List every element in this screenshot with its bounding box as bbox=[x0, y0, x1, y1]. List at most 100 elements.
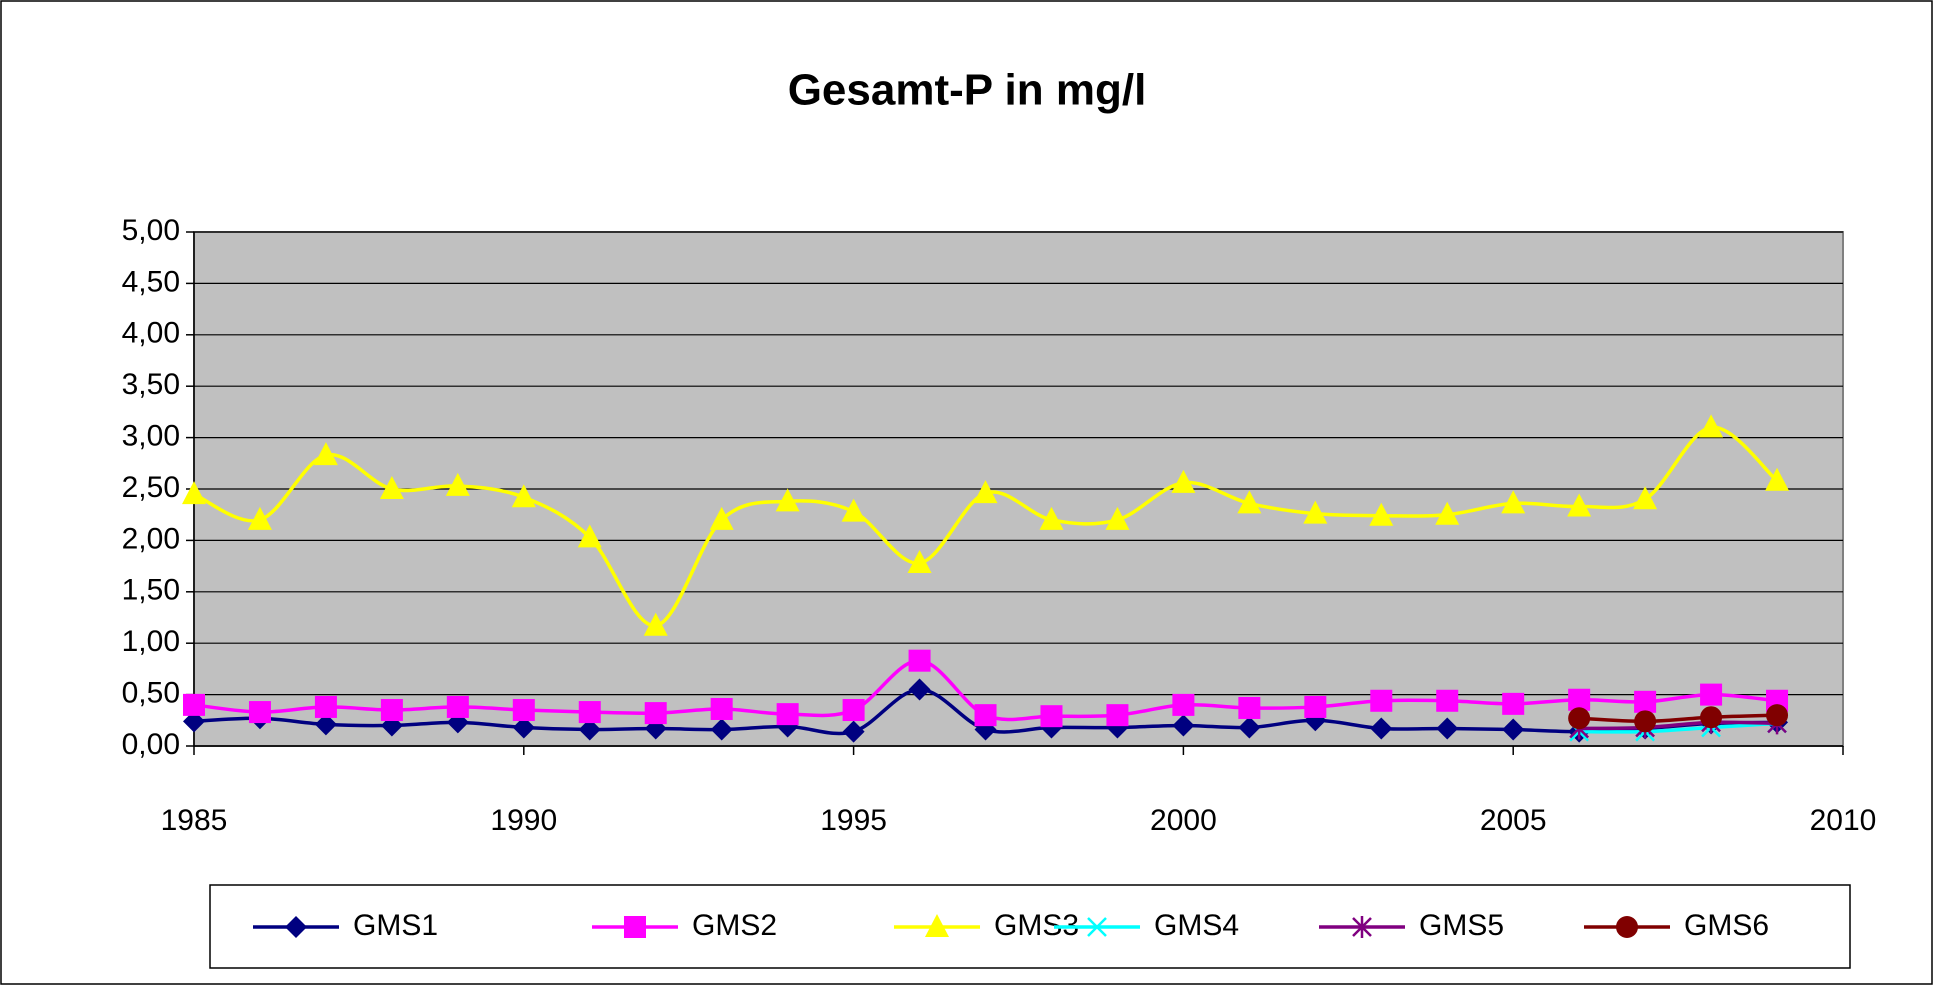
legend-label: GMS1 bbox=[353, 909, 438, 942]
marker bbox=[1172, 714, 1195, 737]
marker bbox=[445, 472, 470, 496]
marker bbox=[1568, 707, 1591, 730]
marker bbox=[842, 720, 865, 743]
legend-marker bbox=[624, 916, 646, 938]
marker bbox=[1369, 502, 1394, 526]
legend-entry: GMS6 bbox=[1584, 909, 1769, 942]
y-tick-label: 2,50 bbox=[122, 471, 180, 504]
y-tick-label: 5,00 bbox=[122, 214, 180, 247]
y-tick-label: 2,00 bbox=[122, 522, 180, 555]
marker bbox=[1238, 696, 1261, 719]
legend-marker bbox=[1616, 916, 1638, 938]
marker bbox=[247, 506, 272, 530]
legend-box bbox=[209, 884, 1851, 969]
marker bbox=[512, 716, 535, 739]
chart-title: Gesamt-P in mg/l bbox=[788, 66, 1147, 115]
marker bbox=[1567, 493, 1592, 517]
legend-label: GMS6 bbox=[1684, 909, 1769, 942]
marker bbox=[1436, 689, 1459, 712]
marker bbox=[1633, 486, 1658, 510]
series-line bbox=[1579, 720, 1778, 731]
marker bbox=[1040, 705, 1063, 728]
marker bbox=[1370, 717, 1393, 740]
marker bbox=[313, 442, 338, 466]
legend-entry: GMS5 bbox=[1319, 909, 1504, 942]
marker bbox=[643, 612, 668, 636]
marker bbox=[1370, 689, 1393, 712]
marker bbox=[1171, 469, 1196, 493]
marker bbox=[710, 718, 733, 741]
y-tick-label: 3,50 bbox=[122, 368, 180, 401]
marker bbox=[1172, 693, 1195, 716]
series-line bbox=[1579, 713, 1778, 724]
marker bbox=[1106, 704, 1129, 727]
marker bbox=[841, 498, 866, 522]
marker bbox=[710, 697, 733, 720]
marker bbox=[1699, 414, 1724, 438]
y-tick-label: 3,00 bbox=[122, 420, 180, 453]
legend-marker bbox=[1087, 917, 1107, 937]
marker bbox=[1568, 688, 1591, 711]
y-tick-label: 4,00 bbox=[122, 317, 180, 350]
marker bbox=[578, 701, 601, 724]
marker bbox=[379, 476, 404, 499]
x-tick-label: 2000 bbox=[1150, 804, 1217, 837]
marker bbox=[512, 699, 535, 722]
marker bbox=[380, 699, 403, 722]
marker bbox=[973, 480, 998, 504]
x-tick-label: 2005 bbox=[1480, 804, 1547, 837]
marker bbox=[1501, 490, 1526, 514]
marker bbox=[1502, 718, 1525, 741]
legend-marker bbox=[285, 916, 307, 938]
series bbox=[182, 414, 1790, 636]
marker bbox=[578, 718, 601, 741]
marker bbox=[1502, 692, 1525, 715]
marker bbox=[248, 701, 271, 724]
marker bbox=[1303, 500, 1328, 524]
y-tick-label: 4,50 bbox=[122, 265, 180, 298]
x-tick-label: 2010 bbox=[1810, 804, 1877, 837]
x-tick-label: 1990 bbox=[490, 804, 557, 837]
marker bbox=[1304, 695, 1327, 718]
marker bbox=[1700, 683, 1723, 706]
marker bbox=[1435, 501, 1460, 525]
marker bbox=[776, 703, 799, 726]
marker bbox=[1634, 710, 1657, 733]
marker bbox=[908, 649, 931, 672]
legend-marker bbox=[1352, 916, 1372, 938]
x-tick-label: 1985 bbox=[161, 804, 228, 837]
y-tick-label: 1,00 bbox=[122, 625, 180, 658]
marker bbox=[709, 506, 734, 530]
marker bbox=[1766, 704, 1789, 727]
marker bbox=[511, 484, 536, 508]
marker bbox=[1039, 506, 1064, 530]
series-line bbox=[1579, 721, 1778, 734]
marker bbox=[314, 695, 337, 718]
y-tick-label: 0,50 bbox=[122, 677, 180, 710]
y-tick-label: 1,50 bbox=[122, 574, 180, 607]
legend-label: GMS5 bbox=[1419, 909, 1504, 942]
series bbox=[1568, 704, 1789, 733]
marker bbox=[644, 702, 667, 725]
legend-entry: GMS1 bbox=[253, 909, 438, 942]
marker bbox=[1700, 706, 1723, 729]
legend-label: GMS2 bbox=[692, 909, 777, 942]
marker bbox=[577, 524, 602, 548]
marker bbox=[1436, 717, 1459, 740]
marker bbox=[842, 699, 865, 722]
marker bbox=[446, 695, 469, 718]
legend-entry: GMS2 bbox=[592, 909, 777, 942]
marker bbox=[1237, 490, 1262, 514]
marker bbox=[182, 481, 206, 505]
marker bbox=[183, 693, 205, 716]
marker bbox=[775, 488, 800, 512]
legend-label: GMS4 bbox=[1154, 909, 1239, 942]
marker bbox=[1634, 690, 1657, 713]
marker bbox=[314, 713, 337, 736]
marker bbox=[1765, 467, 1790, 491]
legend-entry: GMS3 bbox=[894, 909, 1079, 942]
marker bbox=[907, 550, 932, 574]
marker bbox=[908, 678, 931, 701]
marker bbox=[1105, 506, 1130, 530]
